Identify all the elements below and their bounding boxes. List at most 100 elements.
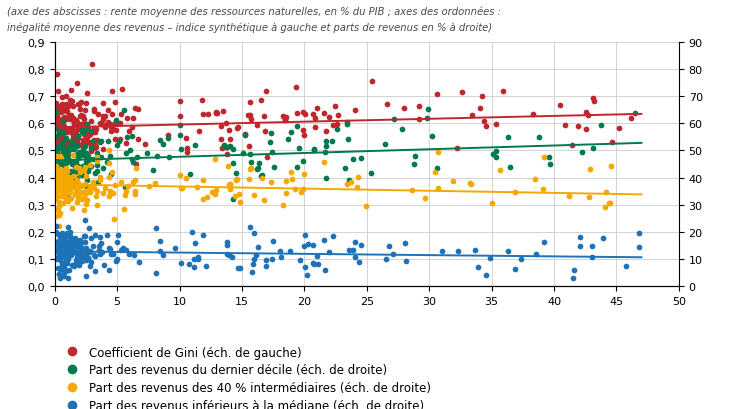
Point <box>86 141 98 147</box>
Point <box>356 156 367 162</box>
Point <box>58 148 69 155</box>
Point <box>80 188 92 195</box>
Point <box>59 125 71 132</box>
Point <box>80 151 92 157</box>
Point <box>342 247 354 253</box>
Point <box>277 202 288 209</box>
Point <box>184 172 196 178</box>
Point <box>297 186 309 192</box>
Point <box>447 178 458 185</box>
Point <box>88 180 99 186</box>
Point <box>162 132 174 139</box>
Point <box>78 121 90 128</box>
Point <box>464 180 476 187</box>
Point <box>50 182 62 189</box>
Point <box>71 257 82 263</box>
Point <box>57 131 69 137</box>
Point <box>77 164 88 170</box>
Point <box>245 117 257 124</box>
Point <box>477 118 489 124</box>
Point <box>220 144 232 151</box>
Point <box>129 189 141 195</box>
Point <box>51 116 63 122</box>
Point <box>50 72 62 79</box>
Point <box>538 239 550 246</box>
Point <box>157 252 169 258</box>
Point <box>260 263 272 270</box>
Point <box>55 145 66 151</box>
Point <box>73 262 85 268</box>
Point <box>253 161 265 167</box>
Point <box>330 103 342 110</box>
Point <box>77 152 89 158</box>
Point <box>110 128 122 134</box>
Point <box>94 121 106 127</box>
Point <box>71 81 82 87</box>
Point <box>260 257 272 264</box>
Point <box>206 189 218 196</box>
Point <box>75 151 87 158</box>
Point <box>251 166 263 173</box>
Point <box>63 158 74 164</box>
Point <box>50 256 62 262</box>
Point <box>57 161 69 168</box>
Point <box>68 173 80 180</box>
Point <box>91 145 102 151</box>
Point <box>55 169 66 175</box>
Point <box>61 190 72 197</box>
Point <box>342 121 353 128</box>
Point <box>85 118 97 124</box>
Point <box>77 140 89 147</box>
Point <box>54 251 66 257</box>
Point <box>62 127 74 134</box>
Point <box>61 175 72 181</box>
Point <box>55 170 66 176</box>
Point <box>50 141 62 147</box>
Point <box>78 132 90 138</box>
Point <box>64 97 76 104</box>
Point <box>56 261 68 268</box>
Point <box>56 241 68 248</box>
Point <box>70 249 82 255</box>
Point <box>56 230 68 237</box>
Point <box>237 150 249 157</box>
Point <box>93 247 105 253</box>
Point <box>64 113 75 119</box>
Point <box>83 225 95 231</box>
Point <box>66 146 77 153</box>
Point <box>57 171 69 177</box>
Point <box>76 189 88 196</box>
Point <box>57 171 69 178</box>
Point <box>109 182 120 188</box>
Point <box>58 163 69 170</box>
Point <box>91 163 103 169</box>
Point <box>132 106 144 113</box>
Point <box>103 267 115 274</box>
Point <box>81 121 93 128</box>
Point <box>285 129 297 136</box>
Point <box>67 245 79 252</box>
Point <box>58 265 69 271</box>
Point <box>66 240 77 246</box>
Point <box>310 124 321 130</box>
Point <box>309 116 320 122</box>
Point <box>112 232 123 238</box>
Point <box>431 149 443 155</box>
Point <box>56 142 68 148</box>
Point <box>123 128 135 135</box>
Point <box>580 109 591 116</box>
Point <box>73 165 85 171</box>
Point <box>50 142 62 148</box>
Point <box>572 124 583 130</box>
Point <box>50 240 62 246</box>
Point <box>56 264 68 271</box>
Point <box>69 185 80 191</box>
Point <box>406 187 418 193</box>
Point <box>52 187 64 193</box>
Point <box>120 247 132 253</box>
Point <box>88 126 100 132</box>
Point <box>80 201 91 207</box>
Point <box>61 253 72 259</box>
Point <box>74 253 86 260</box>
Point <box>242 112 253 119</box>
